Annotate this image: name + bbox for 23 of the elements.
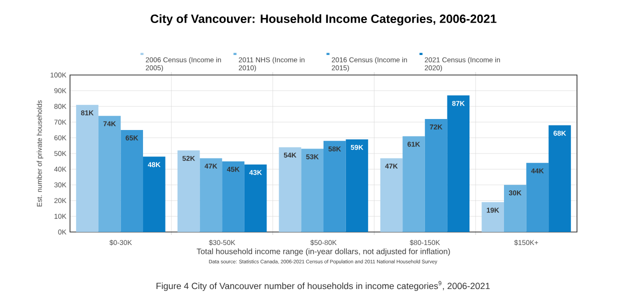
bar: [482, 202, 504, 232]
bar: [346, 139, 368, 232]
bar: [120, 130, 144, 232]
bar: [504, 184, 526, 232]
bar: [380, 158, 403, 232]
bar: [98, 116, 121, 232]
bar: [548, 125, 571, 232]
bar: [177, 150, 200, 232]
bar: [424, 118, 448, 232]
bar: [278, 147, 302, 232]
bar: [76, 104, 98, 232]
bar: [244, 164, 267, 232]
bar: [200, 158, 222, 232]
bar: [447, 95, 470, 232]
bar: [301, 148, 324, 232]
caption: Figure 4 City of Vancouver number of households in income categories$^{9}$, 2006-2021: [156, 281, 490, 291]
bar: [526, 162, 549, 232]
bar: [143, 156, 166, 232]
chart-title: City of Vancouver: Household Income Categories, 2006-2021: [150, 14, 496, 26]
x-axis-title: Total household income range (in-year dollars, not adjusted for inflation): [196, 248, 450, 256]
bar: [402, 136, 425, 232]
bar: [324, 140, 346, 232]
bar: [222, 161, 244, 232]
